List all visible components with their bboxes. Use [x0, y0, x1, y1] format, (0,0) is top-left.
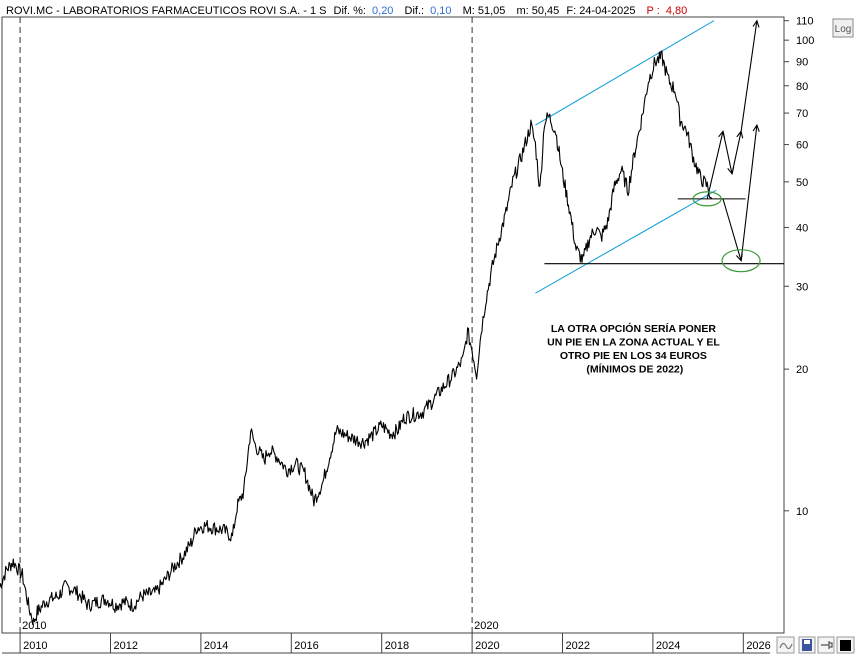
projection-arrowhead: [752, 123, 760, 132]
year-markers: 2010 2020: [19, 17, 499, 633]
annotation-line-4: (MÍNIMOS DE 2022): [586, 362, 683, 375]
y-tick-label: 50: [796, 177, 808, 189]
projection-arrowhead: [727, 166, 735, 176]
price-series: [0, 50, 713, 625]
x-tick-label: 2026: [746, 640, 770, 652]
projection-arrowhead: [736, 130, 744, 139]
svg-text:ROVI.MC - LABORATORIOS FARMACE: ROVI.MC - LABORATORIOS FARMACEUTICOS ROV…: [6, 5, 687, 17]
header-min: m: 50,45: [516, 5, 559, 17]
support-ellipse: [721, 249, 761, 273]
x-axis: 2010 2012 2014 2016 2018 2020 2022 2024 2026: [19, 633, 771, 653]
x-tick-label: 2018: [385, 640, 409, 652]
header-dif-value: 0,10: [430, 5, 451, 17]
y-tick-label: 80: [796, 81, 808, 93]
header-dif-label: Dif.:: [405, 5, 425, 17]
year-marker-label: 2010: [22, 620, 46, 632]
log-scale-button[interactable]: Log: [832, 18, 854, 38]
wave-icon[interactable]: [776, 636, 795, 654]
price-line: [0, 50, 713, 625]
y-tick-label: 90: [796, 57, 808, 69]
annotation-text: LA OTRA OPCIÓN SERÍA PONER UN PIE EN LA …: [547, 322, 722, 376]
wave-glyph: [779, 642, 793, 650]
square-glyph: [840, 640, 851, 651]
y-tick-label: 40: [796, 222, 808, 234]
header-close-label: P :: [647, 5, 660, 17]
x-tick-label: 2012: [113, 640, 137, 652]
header-max: M: 51,05: [463, 5, 506, 17]
save-icon[interactable]: [798, 636, 816, 654]
save-glyph-label: [804, 640, 810, 644]
y-axis: 10 20 30 40 50 60 70 80 90 100 110: [784, 16, 814, 518]
header-date: F: 24-04-2025: [566, 5, 635, 17]
x-tick-label: 2022: [566, 640, 590, 652]
support-ellipses: [692, 191, 761, 273]
y-tick-label: 60: [796, 140, 808, 152]
y-tick-label: 30: [796, 281, 808, 293]
x-tick-label: 2020: [475, 640, 499, 652]
projection-arrowhead: [752, 19, 760, 28]
header-close-value: 4,80: [666, 5, 687, 17]
annotation-line-1: LA OTRA OPCIÓN SERÍA PONER: [551, 322, 717, 335]
header-dif-pct-label: Dif. %:: [334, 5, 366, 17]
y-tick-label: 100: [796, 35, 814, 47]
projection-arrows: [706, 19, 760, 262]
pin-glyph: [821, 641, 833, 649]
y-tick-label: 70: [796, 108, 808, 120]
projection-arrowhead: [735, 253, 743, 262]
header-dif-pct-value: 0,20: [372, 5, 393, 17]
x-tick-label: 2016: [294, 640, 318, 652]
x-tick-label: 2010: [23, 640, 47, 652]
trendline: [535, 20, 715, 126]
y-tick-label: 20: [796, 364, 808, 376]
square-icon[interactable]: [836, 636, 855, 654]
bottom-toolbar: [776, 636, 855, 654]
annotation-line-2: UN PIE EN LA ZONA ACTUAL Y EL: [547, 336, 720, 348]
log-button-frame: [832, 18, 854, 38]
annotation-line-3: OTRO PIE EN LOS 34 EUROS: [560, 350, 707, 362]
header: ROVI.MC - LABORATORIOS FARMACEUTICOS ROV…: [6, 5, 687, 17]
year-marker-label: 2020: [474, 620, 498, 632]
x-tick-label: 2014: [204, 640, 228, 652]
pin-icon[interactable]: [817, 636, 835, 654]
y-tick-label: 10: [796, 506, 808, 518]
trendline: [535, 189, 717, 294]
projection-arrowhead: [718, 130, 726, 139]
log-button-label: Log: [835, 24, 852, 35]
support-ellipse: [692, 191, 722, 207]
save-glyph-body: [802, 639, 812, 651]
x-tick-label: 2024: [656, 640, 680, 652]
header-ticker: ROVI.MC - LABORATORIOS FARMACEUTICOS ROV…: [6, 5, 326, 17]
y-tick-label: 110: [796, 16, 814, 28]
